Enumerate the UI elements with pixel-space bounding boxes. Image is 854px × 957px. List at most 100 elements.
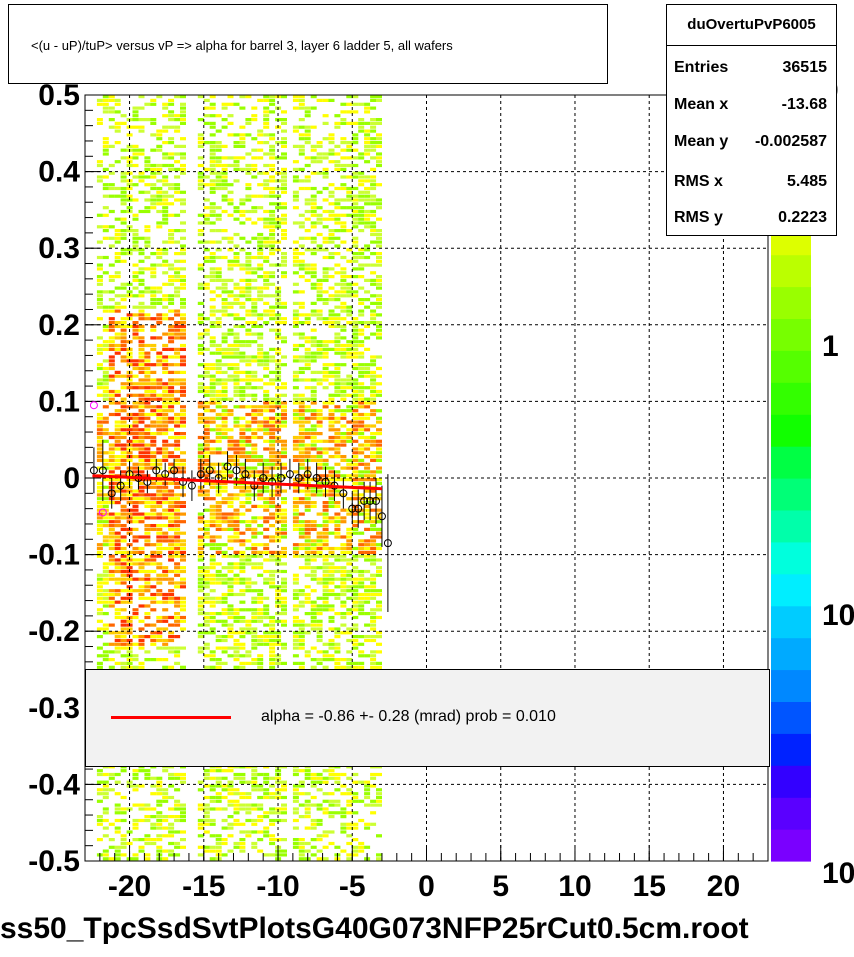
heatmap-cell xyxy=(322,405,329,409)
heatmap-cell xyxy=(215,286,222,290)
heatmap-cell xyxy=(322,589,329,593)
heatmap-cell xyxy=(215,665,222,669)
heatmap-cell xyxy=(150,336,157,340)
heatmap-cell xyxy=(281,110,287,114)
heatmap-cell xyxy=(257,156,264,160)
heatmap-cell xyxy=(114,818,121,823)
heatmap-cell xyxy=(209,627,216,631)
heatmap-cell xyxy=(162,539,169,543)
heatmap-cell xyxy=(138,382,145,386)
heatmap-cell xyxy=(174,458,181,462)
heatmap-cell xyxy=(322,255,329,260)
heatmap-cell xyxy=(126,186,133,191)
heatmap-cell xyxy=(174,420,181,424)
heatmap-cell xyxy=(156,179,163,183)
heatmap-cell xyxy=(269,397,276,401)
heatmap-cell xyxy=(114,186,121,191)
heatmap-cell xyxy=(316,213,323,217)
heatmap-cell xyxy=(298,451,305,455)
heatmap-cell xyxy=(162,359,169,363)
heatmap-cell xyxy=(352,665,359,669)
heatmap-cell xyxy=(257,566,264,570)
heatmap-cell xyxy=(281,596,287,600)
heatmap-cell xyxy=(257,665,264,669)
heatmap-cell xyxy=(364,198,371,202)
heatmap-cell xyxy=(364,412,371,417)
heatmap-cell xyxy=(334,409,341,413)
heatmap-cell xyxy=(316,627,323,631)
heatmap-cell xyxy=(275,217,282,221)
heatmap-cell xyxy=(197,401,204,405)
heatmap-cell xyxy=(156,581,163,585)
heatmap-cell xyxy=(334,321,341,325)
heatmap-cell xyxy=(358,370,365,374)
heatmap-cell xyxy=(120,841,127,846)
heatmap-cell xyxy=(257,489,264,493)
heatmap-cell xyxy=(156,562,163,566)
heatmap-cell xyxy=(197,596,204,600)
heatmap-cell xyxy=(257,543,264,547)
heatmap-cell xyxy=(275,769,282,773)
heatmap-cell xyxy=(197,313,204,317)
heatmap-cell xyxy=(120,340,127,344)
heatmap-cell xyxy=(328,470,335,474)
heatmap-cell xyxy=(298,458,305,462)
heatmap-cell xyxy=(281,788,287,792)
heatmap-cell xyxy=(269,355,276,359)
heatmap-cell xyxy=(358,512,365,516)
heatmap-cell xyxy=(292,516,299,520)
heatmap-cell xyxy=(126,841,133,846)
heatmap-cell xyxy=(96,278,103,282)
heatmap-cell xyxy=(298,619,305,623)
heatmap-cell xyxy=(275,596,282,600)
heatmap-cell xyxy=(316,451,323,455)
heatmap-cell xyxy=(138,294,145,298)
heatmap-cell xyxy=(227,554,234,558)
heatmap-cell xyxy=(328,424,335,428)
heatmap-cell xyxy=(298,336,305,340)
heatmap-cell xyxy=(132,769,139,773)
heatmap-cell xyxy=(310,554,317,558)
heatmap-cell xyxy=(298,393,305,397)
heatmap-cell xyxy=(156,481,163,485)
heatmap-cell xyxy=(180,435,186,440)
heatmap-cell xyxy=(203,114,210,118)
heatmap-cell xyxy=(358,474,365,478)
heatmap-cell xyxy=(197,447,204,451)
heatmap-cell xyxy=(233,317,240,321)
heatmap-cell xyxy=(298,447,305,451)
heatmap-cell xyxy=(138,267,145,271)
heatmap-cell xyxy=(245,585,252,589)
heatmap-cell xyxy=(334,462,341,466)
heatmap-cell xyxy=(156,198,163,202)
heatmap-cell xyxy=(197,512,204,516)
heatmap-cell xyxy=(120,332,127,336)
heatmap-cell xyxy=(221,389,228,394)
heatmap-cell xyxy=(209,788,216,792)
heatmap-cell xyxy=(138,627,145,631)
heatmap-cell xyxy=(364,255,371,260)
heatmap-cell xyxy=(114,600,121,604)
heatmap-cell xyxy=(215,535,222,539)
heatmap-cell xyxy=(108,336,115,340)
heatmap-cell xyxy=(227,198,234,202)
heatmap-cell xyxy=(168,650,175,654)
heatmap-cell xyxy=(227,520,234,524)
heatmap-cell xyxy=(376,788,382,792)
heatmap-cell xyxy=(298,501,305,505)
heatmap-cell xyxy=(292,818,299,823)
heatmap-cell xyxy=(138,248,145,252)
heatmap-cell xyxy=(245,424,252,428)
heatmap-cell xyxy=(364,474,371,478)
heatmap-cell xyxy=(197,612,204,616)
heatmap-cell xyxy=(144,428,151,432)
heatmap-cell xyxy=(328,409,335,413)
heatmap-cell xyxy=(174,275,181,279)
heatmap-cell xyxy=(340,278,347,282)
heatmap-cell xyxy=(162,363,169,367)
heatmap-cell xyxy=(180,386,186,390)
heatmap-cell xyxy=(174,573,181,577)
heatmap-cell xyxy=(298,589,305,593)
heatmap-cell xyxy=(376,543,382,547)
heatmap-cell xyxy=(239,635,246,639)
